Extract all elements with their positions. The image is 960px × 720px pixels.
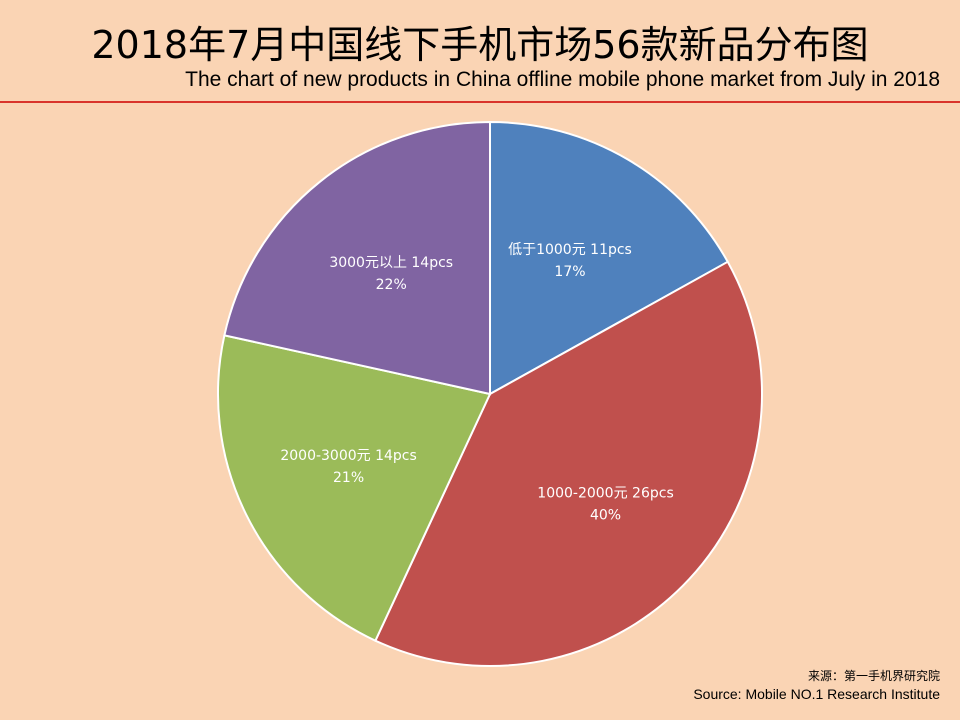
- slice-label-3: 2000-3000元 14pcs: [280, 448, 416, 464]
- chart-title: 2018年7月中国线下手机市场56款新品分布图: [91, 23, 869, 67]
- pie-slice-1: [489, 120, 730, 396]
- chart-subtitle: The chart of new products in China offli…: [185, 68, 940, 91]
- source-cn: 来源：第一手机界研究院: [807, 669, 940, 683]
- slice-percent-4: 22%: [376, 277, 407, 293]
- slice-percent-1: 17%: [554, 264, 585, 280]
- pie-slice-3: [217, 334, 492, 642]
- pie-slice-2: [374, 260, 763, 667]
- title-divider: [0, 101, 960, 103]
- source-note: 来源：第一手机界研究院 Source: Mobile NO.1 Research…: [693, 667, 940, 702]
- slice-label-4: 3000元以上 14pcs: [329, 255, 453, 271]
- slice-label-1: 低于1000元 11pcs: [508, 242, 632, 258]
- pie-slice-4: [223, 120, 491, 396]
- slice-percent-3: 21%: [333, 470, 364, 486]
- source-en: Source: Mobile NO.1 Research Institute: [693, 686, 940, 702]
- slice-percent-2: 40%: [590, 507, 621, 523]
- slice-label-2: 1000-2000元 26pcs: [537, 485, 673, 501]
